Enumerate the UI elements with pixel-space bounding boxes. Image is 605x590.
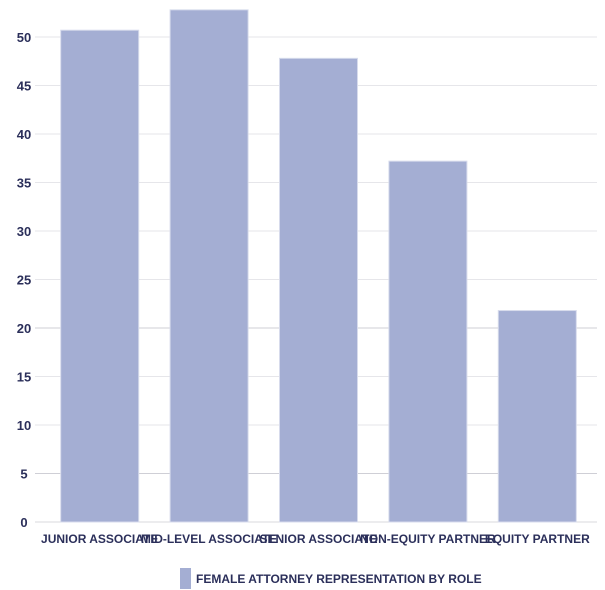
bars (60, 9, 577, 523)
legend-label: FEMALE ATTORNEY REPRESENTATION BY ROLE (196, 572, 482, 586)
y-tick-label: 30 (17, 224, 31, 239)
legend: FEMALE ATTORNEY REPRESENTATION BY ROLE (180, 568, 482, 589)
y-tick-label: 35 (17, 176, 31, 191)
x-category-label: EQUITY PARTNER (485, 532, 590, 546)
bar-mid-level-associate (169, 9, 249, 523)
y-tick-label: 5 (20, 467, 27, 482)
y-tick-labels: 0 5 10 15 20 25 30 35 40 45 50 (17, 30, 31, 530)
y-tick-label: 20 (17, 321, 31, 336)
y-tick-label: 45 (17, 79, 31, 94)
y-tick-label: 50 (17, 30, 31, 45)
x-category-label: MID-LEVEL ASSOCIATE (141, 532, 277, 546)
bar-equity-partner (497, 310, 577, 523)
bar-junior-associate (60, 29, 140, 523)
bar-non-equity-partner (388, 160, 468, 523)
y-tick-label: 0 (20, 515, 27, 530)
bar-senior-associate (279, 57, 358, 523)
x-category-label: NON-EQUITY PARTNER (360, 532, 496, 546)
x-category-label: JUNIOR ASSOCIATE (41, 532, 158, 546)
y-tick-label: 10 (17, 418, 31, 433)
y-tick-label: 25 (17, 273, 31, 288)
x-category-label: SENIOR ASSOCIATE (259, 532, 377, 546)
legend-swatch (180, 568, 191, 589)
y-tick-label: 40 (17, 127, 31, 142)
y-tick-label: 15 (17, 370, 31, 385)
